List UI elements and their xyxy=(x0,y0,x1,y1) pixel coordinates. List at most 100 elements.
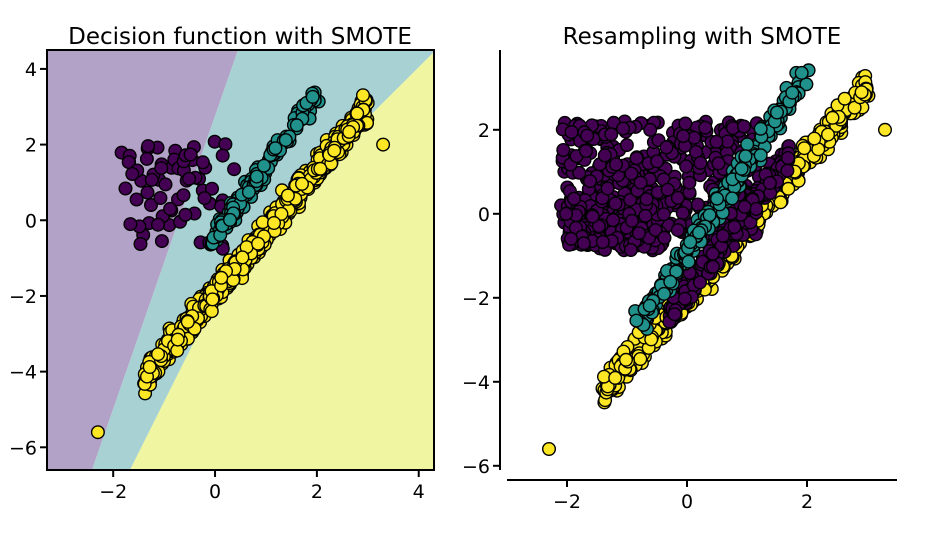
left-point-yellow xyxy=(327,143,342,158)
left-x-tick-label: 0 xyxy=(209,481,221,503)
right-point-teal xyxy=(770,105,785,120)
right-point-purple xyxy=(638,208,653,223)
right-point-purple xyxy=(705,259,720,274)
left-point-purple xyxy=(154,161,169,176)
right-point-teal xyxy=(738,149,753,164)
left-point-purple xyxy=(125,166,140,181)
right-point-purple xyxy=(567,191,582,206)
right-point-teal xyxy=(753,148,768,163)
left-point-purple xyxy=(183,147,198,162)
left-y-tick-label: 4 xyxy=(25,59,37,81)
right-point-purple xyxy=(597,148,612,163)
right-point-teal xyxy=(710,191,725,206)
left-point-purple xyxy=(141,139,156,154)
left-point-purple xyxy=(178,207,193,222)
left-points xyxy=(90,85,391,440)
right-point-yellow xyxy=(781,181,796,196)
right-y-tick-label: 2 xyxy=(478,120,490,142)
right-point-purple xyxy=(609,157,624,172)
right-point-purple xyxy=(600,181,615,196)
right-y-tick-label: −2 xyxy=(462,288,490,310)
left-point-teal xyxy=(249,169,264,184)
right-point-purple xyxy=(625,213,640,228)
right-point-teal xyxy=(657,286,672,301)
left-point-yellow xyxy=(235,250,250,265)
right-point-teal xyxy=(753,121,768,136)
right-point-purple xyxy=(604,127,619,142)
left-y-tick-label: −2 xyxy=(9,286,37,308)
left-point-yellow xyxy=(295,176,310,191)
left-point-purple xyxy=(133,236,148,251)
left-point-purple xyxy=(118,181,133,196)
right-point-yellow xyxy=(821,127,836,142)
left-point-yellow xyxy=(280,188,295,203)
right-point-purple xyxy=(780,163,795,178)
right-point-purple xyxy=(709,134,724,149)
right-point-yellow xyxy=(854,85,869,100)
right-points xyxy=(542,63,893,457)
right-x-tick-label: −2 xyxy=(553,491,581,513)
right-point-purple xyxy=(576,236,591,251)
right-point-purple xyxy=(623,192,638,207)
right-point-purple xyxy=(711,156,726,171)
left-point-purple xyxy=(153,190,168,205)
region-teal xyxy=(92,50,434,470)
left-point-purple xyxy=(163,201,178,216)
right-point-teal xyxy=(629,313,644,328)
left-x-tick-label: −2 xyxy=(99,481,127,503)
right-point-purple xyxy=(624,166,639,181)
right-point-yellow-outlier xyxy=(542,442,557,457)
right-chart-title: Resampling with SMOTE xyxy=(563,24,842,50)
left-y-tick-label: −6 xyxy=(9,437,37,459)
left-point-purple xyxy=(144,172,159,187)
right-point-purple xyxy=(675,206,690,221)
left-point-teal xyxy=(222,212,237,227)
left-point-yellow-outlier xyxy=(90,425,105,440)
right-point-purple xyxy=(585,209,600,224)
right-point-yellow xyxy=(807,131,822,146)
right-point-purple xyxy=(556,142,571,157)
right-point-purple xyxy=(579,143,594,158)
left-point-yellow xyxy=(313,161,328,176)
right-point-purple xyxy=(623,242,638,257)
right-point-purple xyxy=(639,192,654,207)
left-point-yellow-outlier xyxy=(376,137,391,152)
right-point-teal xyxy=(785,85,800,100)
left-point-yellow xyxy=(214,270,229,285)
right-x-ticks: −2 0 2 xyxy=(553,480,813,513)
right-point-purple xyxy=(619,138,634,153)
left-point-purple xyxy=(139,151,154,166)
left-point-purple xyxy=(123,217,138,232)
right-point-purple xyxy=(633,175,648,190)
left-point-teal xyxy=(278,133,293,148)
left-y-tick-label: 0 xyxy=(25,210,37,232)
region-yellow xyxy=(92,52,434,470)
left-point-yellow xyxy=(142,360,157,375)
right-point-teal xyxy=(681,254,696,269)
right-point-purple xyxy=(656,207,671,222)
left-point-yellow xyxy=(267,215,282,230)
left-point-yellow xyxy=(150,347,165,362)
left-y-ticks: −6 −4 −2 0 2 4 xyxy=(9,59,47,459)
right-point-teal xyxy=(683,234,698,249)
left-point-purple xyxy=(204,181,219,196)
right-point-purple xyxy=(580,128,595,143)
left-point-yellow xyxy=(180,314,195,329)
left-point-yellow xyxy=(342,124,357,139)
right-point-purple xyxy=(678,116,693,131)
right-point-purple xyxy=(690,197,705,212)
right-point-teal xyxy=(692,225,707,240)
right-point-purple xyxy=(606,213,621,228)
right-point-purple xyxy=(591,219,606,234)
right-point-purple xyxy=(670,190,685,205)
right-point-purple xyxy=(648,223,663,238)
left-point-purple xyxy=(182,171,197,186)
left-point-yellow xyxy=(170,332,185,347)
left-point-yellow xyxy=(204,304,219,319)
left-point-purple xyxy=(143,197,158,212)
left-point-yellow xyxy=(350,106,365,121)
right-point-yellow-outlier xyxy=(878,122,893,137)
right-point-purple xyxy=(781,150,796,165)
right-point-purple xyxy=(667,307,682,322)
left-y-tick-label: −4 xyxy=(9,362,37,384)
